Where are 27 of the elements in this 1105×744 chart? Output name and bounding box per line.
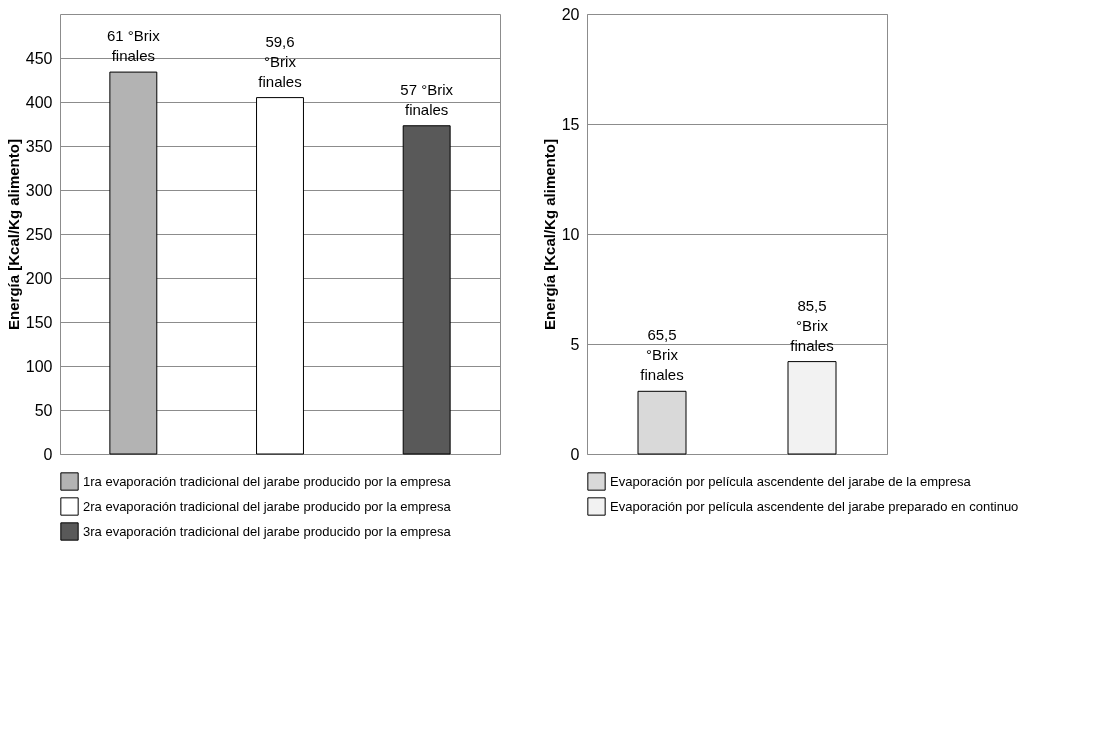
- legend-label: 1ra evaporación tradicional del jarabe producido por la empresa: [83, 473, 452, 489]
- y-tick-label: 450: [25, 49, 53, 67]
- y-tick-label: 150: [25, 313, 53, 331]
- y-tick-label: 400: [25, 93, 53, 111]
- annotation: 61 °Brix finales: [106, 27, 161, 65]
- y-tick-label: 10: [561, 225, 580, 243]
- y-tick-label: 20: [561, 5, 580, 23]
- legend-label: 3ra evaporación tradicional del jarabe producido por la empresa: [83, 523, 452, 539]
- annotation: 85,5 °Brix finales: [790, 296, 834, 354]
- y-tick-label: 350: [25, 137, 53, 155]
- y-tick-label: 100: [25, 357, 53, 375]
- annotation: 57 °Brix finales: [400, 80, 454, 118]
- y-tick-label: 15: [561, 115, 580, 133]
- y-tick-label: 0: [570, 445, 580, 463]
- annotation: 59,6 °Brix finales: [258, 32, 302, 90]
- y-tick-label: 0: [43, 445, 53, 463]
- y-tick-label: 5: [570, 335, 580, 353]
- y-tick-label: 50: [34, 401, 53, 419]
- legend-label: 2ra evaporación tradicional del jarabe producido por la empresa: [83, 498, 452, 514]
- legend-label: Evaporación por película ascendente del jarabe de la empresa: [610, 473, 972, 489]
- y-tick-label: 300: [25, 181, 53, 199]
- annotation: 65,5 °Brix finales: [640, 326, 684, 384]
- y-tick-label: 250: [25, 225, 53, 243]
- y-axis-title: Energía [Kcal/Kg alimento]: [4, 139, 22, 330]
- y-axis-title: Energía [Kcal/Kg alimento]: [540, 139, 558, 330]
- y-tick-label: 200: [25, 269, 53, 287]
- legend-label: Evaporación por película ascendente del jarabe preparado en continuo: [610, 498, 1019, 514]
